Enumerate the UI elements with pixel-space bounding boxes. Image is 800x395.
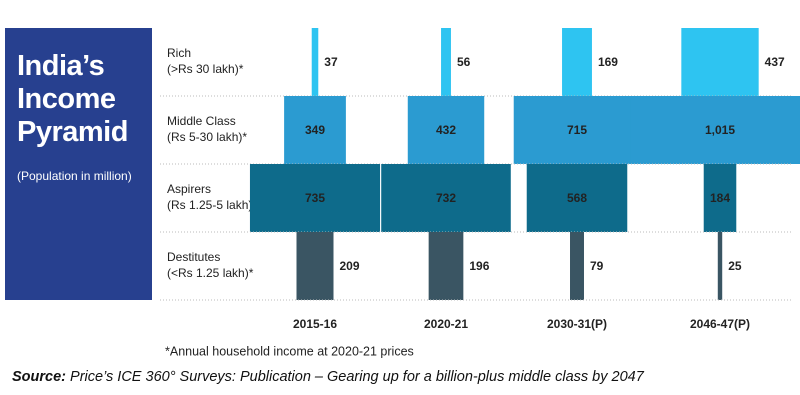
bar (441, 28, 451, 96)
title-panel: India’s Income Pyramid (Population in mi… (5, 28, 152, 300)
bar (296, 232, 334, 300)
value-label: 169 (598, 55, 618, 69)
x-tick-label: 2020-21 (424, 317, 468, 331)
bar (562, 28, 592, 96)
source-label: Source: (12, 369, 66, 385)
value-label: 1,015 (705, 123, 735, 137)
series-name: Destitutes (167, 250, 220, 264)
bar (249, 164, 381, 232)
series-range: (Rs 5-30 lakh)* (167, 130, 247, 144)
chart-title: India’s Income Pyramid (17, 50, 128, 148)
footnote: *Annual household income at 2020-21 pric… (165, 344, 414, 358)
value-label: 56 (457, 55, 471, 69)
bar (311, 28, 319, 96)
value-label: 37 (324, 55, 338, 69)
value-label: 79 (590, 259, 604, 273)
series-name: Aspirers (167, 182, 211, 196)
series-range: (Rs 1.25-5 lakh)* (167, 198, 257, 212)
source: Source: Price’s ICE 360° Surveys: Public… (12, 369, 644, 385)
series-range: (<Rs 1.25 lakh)* (167, 266, 254, 280)
series-range: (>Rs 30 lakh)* (167, 62, 244, 76)
bar (703, 164, 737, 232)
series-name: Middle Class (167, 114, 236, 128)
series-name: Rich (167, 46, 191, 60)
value-label: 349 (305, 123, 325, 137)
value-label: 715 (567, 123, 587, 137)
source-text: Price’s ICE 360° Surveys: Publication – … (70, 369, 644, 385)
bar (381, 164, 511, 232)
bar (513, 96, 641, 164)
x-tick-label: 2015-16 (293, 317, 337, 331)
value-label: 732 (436, 191, 456, 205)
chart-subtitle: (Population in million) (17, 169, 132, 183)
value-label: 196 (469, 259, 489, 273)
value-label: 735 (305, 191, 325, 205)
value-label: 568 (567, 191, 587, 205)
value-label: 25 (728, 259, 742, 273)
value-label: 184 (710, 191, 730, 205)
bar (570, 232, 584, 300)
x-tick-label: 2030-31(P) (547, 317, 607, 331)
value-label: 437 (765, 55, 785, 69)
bar (428, 232, 464, 300)
bar (526, 164, 628, 232)
bar (717, 232, 723, 300)
bar (284, 96, 346, 164)
bar (407, 96, 485, 164)
bar (630, 96, 800, 164)
x-tick-label: 2046-47(P) (690, 317, 750, 331)
value-label: 209 (339, 259, 359, 273)
bar (681, 28, 759, 96)
value-label: 432 (436, 123, 456, 137)
